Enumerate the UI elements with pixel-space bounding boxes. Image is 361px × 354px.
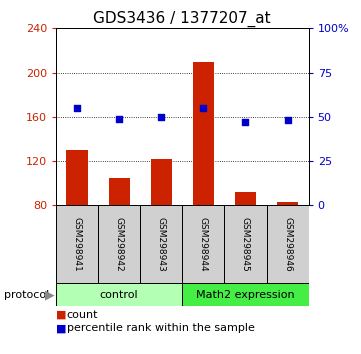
- FancyBboxPatch shape: [56, 283, 182, 306]
- Point: [74, 105, 80, 111]
- Text: GSM298946: GSM298946: [283, 217, 292, 272]
- Text: GSM298943: GSM298943: [157, 217, 166, 272]
- Point: [200, 105, 206, 111]
- Title: GDS3436 / 1377207_at: GDS3436 / 1377207_at: [93, 11, 271, 27]
- Text: count: count: [67, 310, 98, 320]
- Text: control: control: [100, 290, 138, 300]
- Bar: [109, 178, 130, 205]
- Point: [158, 114, 164, 120]
- Bar: [151, 159, 172, 205]
- Text: ▶: ▶: [45, 288, 55, 301]
- FancyBboxPatch shape: [266, 205, 309, 283]
- Bar: [193, 62, 214, 205]
- Point: [116, 116, 122, 121]
- Text: Math2 expression: Math2 expression: [196, 290, 295, 300]
- Bar: [235, 192, 256, 205]
- Text: GSM298942: GSM298942: [115, 217, 123, 272]
- Text: ■: ■: [56, 323, 66, 333]
- Text: protocol: protocol: [4, 290, 49, 300]
- Point: [285, 118, 291, 123]
- FancyBboxPatch shape: [140, 205, 182, 283]
- FancyBboxPatch shape: [56, 205, 98, 283]
- FancyBboxPatch shape: [98, 205, 140, 283]
- FancyBboxPatch shape: [182, 283, 309, 306]
- Text: percentile rank within the sample: percentile rank within the sample: [67, 323, 255, 333]
- Text: GSM298941: GSM298941: [73, 217, 82, 272]
- Bar: [66, 150, 87, 205]
- Text: ■: ■: [56, 310, 66, 320]
- Point: [243, 119, 248, 125]
- FancyBboxPatch shape: [225, 205, 266, 283]
- Bar: [277, 202, 298, 205]
- FancyBboxPatch shape: [182, 205, 225, 283]
- Text: GSM298944: GSM298944: [199, 217, 208, 272]
- Text: GSM298945: GSM298945: [241, 217, 250, 272]
